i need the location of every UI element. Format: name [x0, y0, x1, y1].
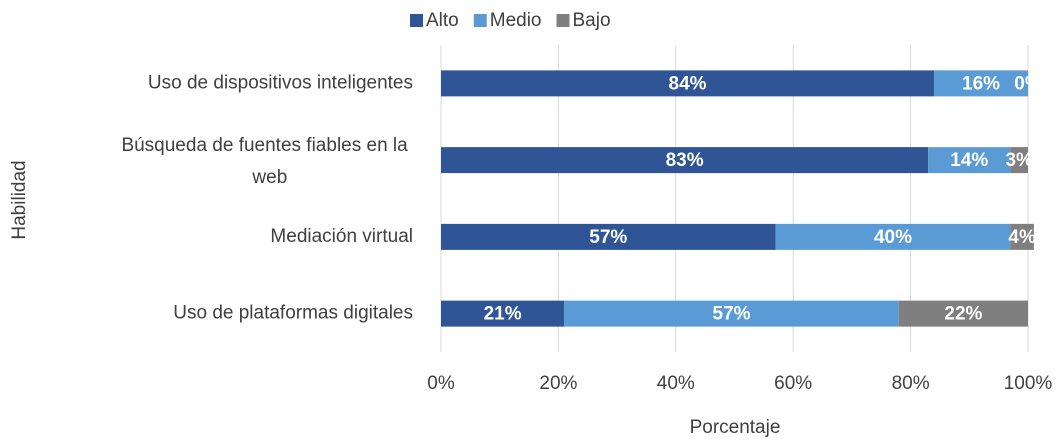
- value-label: 83%: [666, 150, 704, 171]
- legend-swatch: [410, 14, 423, 27]
- y-tick-label: Uso de dispositivos inteligentes: [148, 72, 413, 93]
- bar-segment: [1010, 223, 1034, 250]
- y-axis-label: Habilidad: [9, 160, 30, 239]
- bar-segment: [934, 70, 1028, 97]
- value-label: 16%: [962, 73, 1000, 94]
- bar-segment: [898, 300, 1028, 327]
- y-tick-label: Uso de plataformas digitales: [173, 303, 413, 324]
- legend-label: Alto: [426, 10, 459, 31]
- x-axis-label: Porcentaje: [690, 417, 781, 438]
- bar-segment: [441, 223, 776, 250]
- x-tick-label: 60%: [774, 373, 812, 394]
- value-label: 84%: [669, 73, 707, 94]
- value-label: 22%: [944, 304, 982, 325]
- x-tick-label: 100%: [1004, 373, 1053, 394]
- value-label: 40%: [874, 227, 912, 248]
- x-tick-label: 0%: [427, 373, 455, 394]
- value-label: 4%: [1008, 227, 1036, 248]
- y-tick-label: Búsqueda de fuentes fiables en la web: [121, 135, 413, 188]
- x-tick-label: 20%: [539, 373, 577, 394]
- bar-segment: [564, 300, 899, 327]
- bar-segment: [441, 147, 929, 174]
- bar-segment: [928, 147, 1011, 174]
- value-label: 57%: [589, 227, 627, 248]
- value-label: 21%: [484, 304, 522, 325]
- y-tick-label: Mediación virtual: [270, 226, 413, 247]
- bar-segment: [775, 223, 1011, 250]
- legend-swatch: [556, 14, 570, 27]
- x-tick-label: 80%: [892, 373, 930, 394]
- x-tick-label: 40%: [657, 373, 695, 394]
- value-label: 3%: [1005, 150, 1033, 171]
- bar-segment: [441, 70, 935, 97]
- bar-segment: [1010, 147, 1028, 174]
- legend-swatch: [473, 14, 487, 27]
- legend-label: Bajo: [573, 10, 611, 31]
- value-label: 0%: [1014, 73, 1042, 94]
- legend-label: Medio: [490, 10, 542, 31]
- bar-segment: [441, 300, 565, 327]
- value-label: 14%: [950, 150, 988, 171]
- value-label: 57%: [713, 304, 751, 325]
